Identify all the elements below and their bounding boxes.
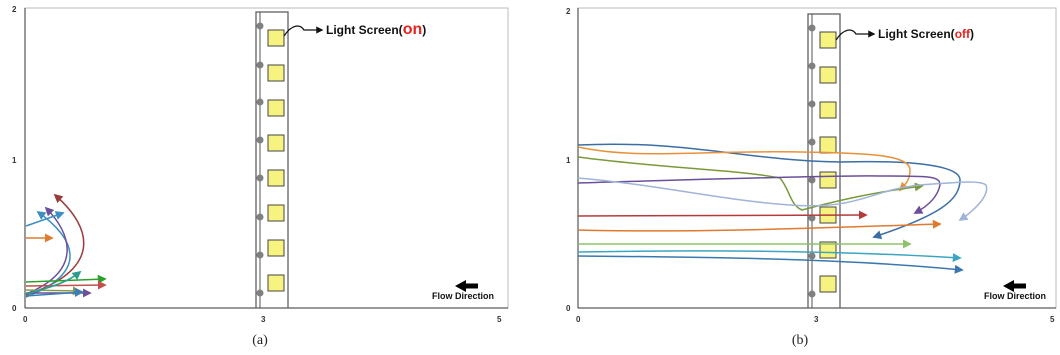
y-tick-1: 1 [566,156,571,165]
trajectory [25,280,107,290]
trajectory [577,255,964,274]
trajectory [577,177,988,221]
trajectory [577,219,942,232]
squares-b [819,31,837,293]
trajectory [577,239,912,249]
trajectory [25,288,84,298]
trajectory [577,146,911,192]
trajectory [25,286,82,296]
label-pointer-arrow [835,29,876,41]
light-screen-a [255,11,289,309]
light-state-off: off [955,27,971,41]
y-tick-0: 0 [566,304,571,313]
trajectory [25,210,71,298]
flow-arrow-icon [1003,280,1014,292]
x-tick-0: 0 [23,315,28,324]
y-tick-2: 2 [566,7,571,16]
squares-a [267,29,285,292]
trajectory [25,211,65,227]
x-tick-0: 0 [576,315,581,324]
y-tick-1: 1 [12,156,17,165]
x-tick-3: 3 [814,315,819,324]
diagram-a: 2 1 0 0 3 5 [12,5,509,324]
x-tick-3: 3 [261,315,266,324]
light-screen-label: Light Screen(off) [878,27,974,41]
flow-direction-b: Flow Direction [984,280,1046,301]
flow-direction-label: Flow Direction [984,291,1046,301]
trajectory [577,175,941,214]
trajectories-b [577,143,988,274]
caption-a: (a) [252,333,268,348]
trajectory [577,250,962,263]
label-pointer-arrow [283,25,324,37]
flow-direction-label: Flow Direction [432,291,494,301]
dots-a [256,22,264,297]
trajectory [577,143,961,239]
caption-b: (b) [791,333,809,348]
flow-arrow-icon [455,280,466,292]
diagram-b: 2 1 0 0 3 5 [566,7,1057,324]
flow-direction-a: Flow Direction [432,280,494,301]
y-tick-2: 2 [12,5,17,14]
x-tick-5: 5 [497,315,502,324]
panel-a: 2 1 0 0 3 5 [0,0,520,355]
trajectory [577,210,868,220]
y-tick-0: 0 [12,304,17,313]
plot-frame [24,7,509,309]
trajectory [25,270,82,295]
panel-b: 2 1 0 0 3 5 [540,0,1060,355]
trajectories-a [25,193,107,298]
light-state-on: on [403,21,423,38]
light-screen-label: Light Screen(on) [326,21,426,38]
x-tick-5: 5 [1050,315,1055,324]
plot-frame [577,7,1057,309]
dots-b [808,24,816,298]
trajectory [577,156,924,211]
